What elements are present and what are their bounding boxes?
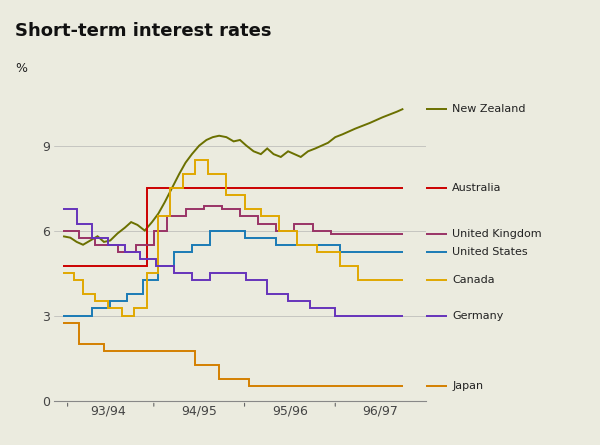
Text: Japan: Japan (452, 381, 483, 391)
Text: %: % (15, 62, 27, 76)
Text: Short-term interest rates: Short-term interest rates (15, 22, 271, 40)
Text: New Zealand: New Zealand (452, 104, 526, 114)
Text: United States: United States (452, 247, 528, 257)
Text: Germany: Germany (452, 311, 503, 320)
Text: United Kingdom: United Kingdom (452, 229, 542, 239)
Text: Australia: Australia (452, 183, 502, 193)
Text: Canada: Canada (452, 275, 495, 285)
